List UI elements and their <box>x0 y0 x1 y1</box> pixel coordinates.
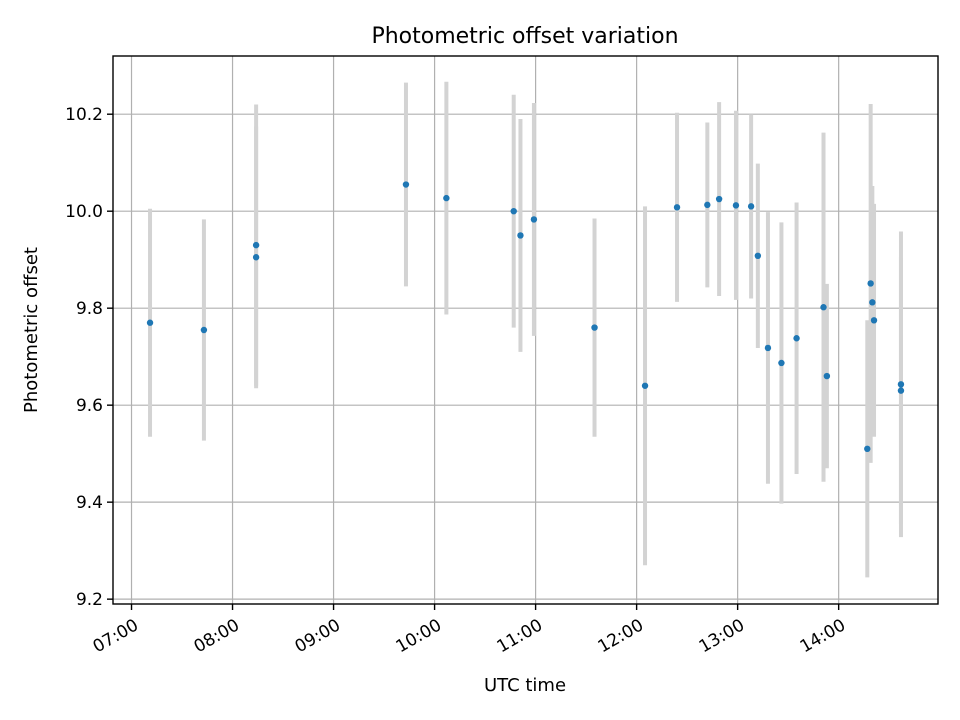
data-point <box>510 207 517 215</box>
x-tick-label: 08:00 <box>191 615 243 657</box>
x-tick-label: 14:00 <box>797 615 849 657</box>
data-point <box>793 335 800 342</box>
data-point <box>778 359 785 367</box>
data-point <box>715 195 723 203</box>
data-point <box>823 372 831 380</box>
data-point <box>747 203 755 210</box>
x-tick-label: 13:00 <box>696 615 748 657</box>
x-tick-label: 07:00 <box>90 615 142 657</box>
data-point <box>146 319 154 326</box>
data-point <box>820 304 827 311</box>
data-point <box>764 344 772 352</box>
data-point <box>252 254 260 261</box>
data-point <box>252 241 260 249</box>
y-tick-label: 9.8 <box>76 299 103 319</box>
y-tick-label: 10.2 <box>65 105 103 125</box>
error-bars <box>148 81 903 578</box>
data-points <box>146 181 905 453</box>
data-point <box>402 181 410 188</box>
x-tick-label: 12:00 <box>595 615 647 657</box>
plot-frame <box>112 55 939 605</box>
y-axis-label: Photometric offset <box>21 247 42 413</box>
y-axis-ticks: 9.2 9.4 9.6 9.8 10.0 10.2 <box>65 105 113 610</box>
data-point <box>443 194 450 202</box>
x-tick-label: 09:00 <box>292 615 344 657</box>
chart-title: Photometric offset variation <box>371 24 678 49</box>
data-point <box>754 252 762 260</box>
y-tick-label: 9.2 <box>76 590 103 610</box>
data-point <box>869 299 876 306</box>
data-point <box>704 201 711 209</box>
data-point <box>200 326 208 334</box>
data-point <box>530 216 538 223</box>
data-point <box>517 232 524 239</box>
y-tick-label: 10.0 <box>65 202 103 222</box>
data-point <box>870 317 878 324</box>
y-tick-label: 9.4 <box>76 493 103 513</box>
data-point <box>732 202 740 209</box>
data-point <box>673 204 681 211</box>
data-point <box>897 387 905 394</box>
x-tick-label: 10:00 <box>393 615 445 657</box>
x-axis-label: UTC time <box>484 675 566 696</box>
data-point <box>591 324 598 331</box>
x-axis-ticks: 07:00 08:00 09:00 10:00 11:00 12:00 13:00 14:00 <box>90 604 849 657</box>
x-tick-label: 11:00 <box>494 615 546 657</box>
data-point <box>641 382 649 389</box>
data-point <box>897 381 905 388</box>
y-tick-label: 9.6 <box>76 396 103 416</box>
data-point <box>867 280 874 287</box>
grid <box>113 56 938 604</box>
data-point <box>864 445 871 453</box>
